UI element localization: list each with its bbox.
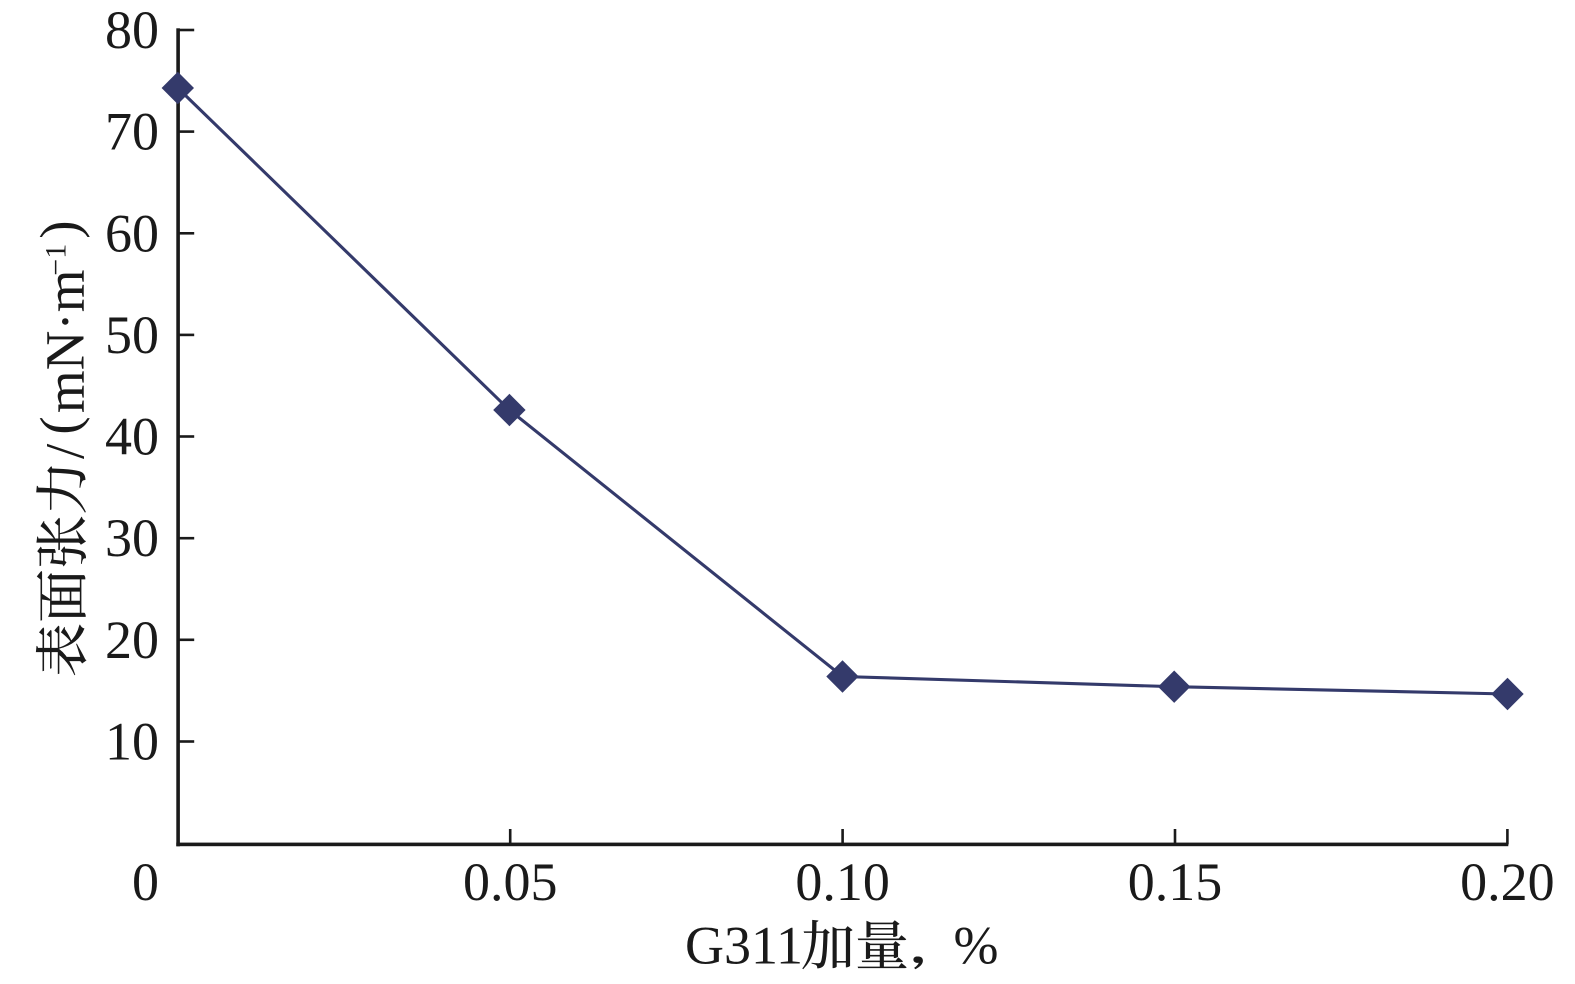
svg-text:20: 20: [105, 610, 159, 670]
svg-text:0.15: 0.15: [1128, 852, 1223, 912]
svg-text:0.05: 0.05: [463, 852, 558, 912]
svg-text:/: /: [35, 443, 96, 459]
svg-text:−1: −1: [40, 244, 73, 276]
svg-text:%: %: [954, 916, 999, 976]
svg-text:80: 80: [105, 0, 159, 60]
svg-text:mN·m: mN·m: [35, 269, 96, 413]
svg-text:G311: G311: [685, 916, 803, 976]
svg-text:70: 70: [105, 102, 159, 162]
svg-text:10: 10: [105, 712, 159, 772]
svg-text:0.10: 0.10: [795, 852, 890, 912]
svg-text:40: 40: [105, 407, 159, 467]
svg-text:30: 30: [105, 508, 159, 568]
svg-text:(: (: [29, 416, 90, 434]
svg-text:0.20: 0.20: [1460, 852, 1555, 912]
svg-text:50: 50: [105, 305, 159, 365]
svg-text:60: 60: [105, 203, 159, 263]
svg-text:): ): [29, 220, 90, 238]
svg-text:0: 0: [132, 852, 159, 912]
